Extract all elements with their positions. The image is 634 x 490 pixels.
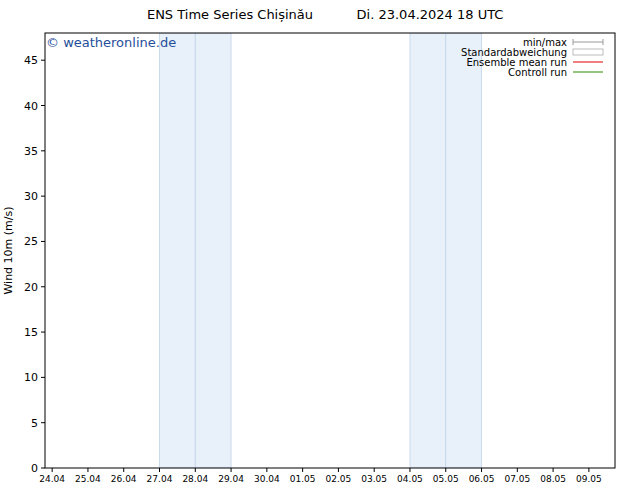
x-tick-label: 04.05 <box>397 474 423 484</box>
weekend-band <box>195 33 231 468</box>
y-tick <box>41 105 45 106</box>
x-tick-label: 26.04 <box>111 474 137 484</box>
y-tick-label: 10 <box>24 371 38 384</box>
x-tick <box>231 468 232 472</box>
x-tick-label: 09.05 <box>576 474 602 484</box>
x-tick-label: 27.04 <box>147 474 173 484</box>
y-tick-label: 45 <box>24 54 38 67</box>
x-tick <box>87 468 88 472</box>
x-tick-label: 03.05 <box>361 474 387 484</box>
y-tick-label: 40 <box>24 100 38 113</box>
x-tick-label: 07.05 <box>504 474 530 484</box>
x-tick <box>302 468 303 472</box>
x-tick-label: 08.05 <box>540 474 566 484</box>
y-tick-label: 35 <box>24 145 38 158</box>
y-tick-label: 0 <box>31 462 38 475</box>
chart: 0 5 10 15 20 25 30 35 40 45 24.04 25.04 26.04 27.04 28… <box>0 0 634 490</box>
x-tick <box>517 468 518 472</box>
y-tick <box>41 286 45 287</box>
y-tick <box>41 422 45 423</box>
x-tick <box>445 468 446 472</box>
y-tick <box>41 196 45 197</box>
legend-symbol <box>573 62 603 63</box>
x-tick-label: 01.05 <box>290 474 316 484</box>
x-tick-label: 29.04 <box>218 474 244 484</box>
y-tick <box>41 241 45 242</box>
x-tick-label: 05.05 <box>433 474 459 484</box>
bands <box>160 33 482 468</box>
x-tick-label: 06.05 <box>469 474 495 484</box>
x-tick-label: 28.04 <box>182 474 208 484</box>
y-tick <box>41 332 45 333</box>
x-tick <box>481 468 482 472</box>
y-tick-label: 15 <box>24 326 38 339</box>
x-tick <box>159 468 160 472</box>
legend: min/maxStandardabweichungEnsemble mean r… <box>461 37 603 78</box>
weekend-band <box>446 33 482 468</box>
y-axis-label: Wind 10m (m/s) <box>2 206 15 294</box>
weekend-band <box>160 33 196 468</box>
x-tick <box>123 468 124 472</box>
chart-root: 0 5 10 15 20 25 30 35 40 45 24.04 25.04 26.04 27.04 28… <box>0 0 634 490</box>
y-tick-label: 20 <box>24 281 38 294</box>
subtitle: Di. 23.04.2024 18 UTC <box>357 7 504 22</box>
x-tick <box>374 468 375 472</box>
x-tick <box>553 468 554 472</box>
legend-symbol <box>573 42 603 43</box>
legend-symbol <box>573 72 603 73</box>
x-tick <box>52 468 53 472</box>
legend-symbol <box>573 49 603 55</box>
x-tick-label: 02.05 <box>326 474 352 484</box>
x-tick <box>588 468 589 472</box>
x-tick-label: 30.04 <box>254 474 280 484</box>
x-tick <box>338 468 339 472</box>
y-tick <box>41 150 45 151</box>
y-tick <box>41 468 45 469</box>
weekend-band <box>410 33 446 468</box>
x-tick <box>195 468 196 472</box>
title: ENS Time Series Chișinău <box>147 7 313 22</box>
y-tick-label: 25 <box>24 235 38 248</box>
legend-label: Controll run <box>508 67 567 78</box>
x-tick <box>266 468 267 472</box>
x-tick-label: 25.04 <box>75 474 101 484</box>
legend-symbol <box>573 39 574 45</box>
y-tick <box>41 60 45 61</box>
plot-frame <box>45 33 615 468</box>
background <box>0 0 634 490</box>
x-tick <box>409 468 410 472</box>
legend-symbol <box>603 39 604 45</box>
y-tick-label: 30 <box>24 190 38 203</box>
x-tick-label: 24.04 <box>39 474 65 484</box>
y-tick <box>41 377 45 378</box>
y-tick-label: 5 <box>31 417 38 430</box>
watermark: © weatheronline.de <box>46 35 176 50</box>
